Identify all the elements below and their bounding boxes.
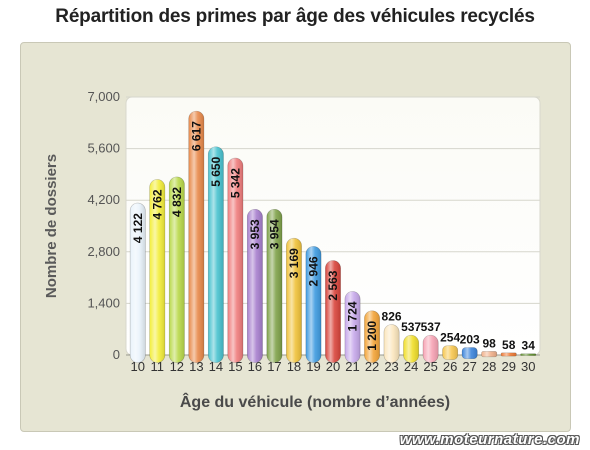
bar-27 [461, 347, 478, 360]
bar-shine [344, 291, 361, 363]
bar-26 [442, 345, 459, 360]
x-axis-label: Âge du véhicule (nombre d’années) [180, 392, 450, 411]
bar-shine [403, 335, 419, 363]
bar-shine [208, 146, 224, 363]
y-tick-label: 0 [113, 347, 120, 362]
bar-12 [168, 176, 185, 363]
value-label: 1 200 [365, 320, 379, 350]
x-tick-label: 16 [248, 359, 262, 374]
value-label: 203 [460, 333, 480, 347]
bar-21 [344, 291, 361, 363]
value-label: 2 946 [306, 256, 320, 286]
bar-10 [129, 202, 146, 363]
x-tick-label: 29 [501, 359, 515, 374]
x-tick-label: 13 [189, 359, 203, 374]
bar-13 [188, 110, 205, 363]
value-label: 5 650 [209, 156, 223, 186]
x-tick-label: 20 [326, 359, 340, 374]
y-axis-ticks: 0 1,400 2,800 4,200 5,600 7,000 [87, 89, 120, 362]
bar-30 [520, 353, 537, 356]
x-axis-ticks: 10 11 12 13 14 15 16 17 18 19 20 21 22 23 24 25 26 27 28 29… [131, 359, 536, 374]
value-label: 2 563 [326, 270, 340, 300]
bar-15 [227, 157, 244, 363]
bar-shine [501, 352, 517, 357]
value-label: 1 724 [346, 301, 360, 331]
y-axis-label: Nombre de dossiers [43, 154, 60, 298]
bar-shine [520, 353, 536, 356]
x-tick-label: 23 [384, 359, 398, 374]
x-tick-label: 26 [443, 359, 457, 374]
bar-shine [481, 351, 497, 357]
bar-shine [149, 179, 165, 363]
x-tick-label: 19 [306, 359, 320, 374]
value-label: 4 762 [150, 189, 164, 219]
x-tick-label: 22 [365, 359, 379, 374]
x-tick-label: 11 [151, 359, 165, 374]
bar-shine [305, 246, 322, 363]
value-label: 58 [502, 338, 516, 352]
bar-29 [500, 352, 517, 357]
bar-19 [305, 246, 322, 363]
y-tick-label: 1,400 [87, 295, 120, 310]
bar-16 [246, 209, 263, 363]
x-tick-label: 21 [345, 359, 359, 374]
value-label: 98 [483, 336, 497, 350]
bar-22 [364, 310, 380, 363]
bar-shine [247, 209, 263, 363]
y-tick-label: 5,600 [87, 141, 120, 156]
bar-shine [442, 345, 458, 360]
y-tick-label: 4,200 [87, 192, 120, 207]
bar-shine [423, 335, 439, 363]
x-tick-label: 15 [228, 359, 242, 374]
bar-shine [383, 324, 400, 363]
x-tick-label: 17 [267, 359, 281, 374]
x-tick-label: 14 [209, 359, 223, 374]
value-label: 4 832 [170, 187, 184, 217]
value-label: 4 122 [131, 213, 145, 243]
bars: 4 122 4 762 4 832 6 617 5 650 5 342 3 953 3 954… [129, 110, 537, 363]
value-label: 5 342 [228, 168, 242, 198]
y-tick-label: 2,800 [87, 244, 120, 259]
chart-title: Répartition des primes par âge des véhic… [55, 6, 535, 27]
bar-25 [422, 334, 439, 363]
value-label: 254 [440, 331, 460, 345]
x-tick-label: 28 [482, 359, 496, 374]
bar-14 [207, 146, 224, 363]
bar-shine [462, 347, 478, 359]
x-tick-label: 12 [170, 359, 184, 374]
x-tick-label: 10 [131, 359, 145, 374]
value-label: 3 169 [287, 248, 301, 278]
bar-23 [383, 324, 400, 363]
bar-28 [481, 351, 498, 358]
bar-20 [325, 260, 341, 363]
value-label: 537 [401, 320, 421, 334]
x-tick-label: 24 [404, 359, 418, 374]
bar-shine [188, 111, 204, 363]
x-tick-label: 30 [521, 359, 535, 374]
bar-24 [403, 334, 420, 363]
watermark: www.moteurnature.com [399, 431, 580, 448]
bar-shine [364, 310, 380, 363]
y-tick-label: 7,000 [87, 89, 120, 104]
bar-18 [286, 237, 302, 363]
value-label: 3 954 [267, 219, 281, 249]
x-tick-label: 18 [287, 359, 301, 374]
bar-shine [227, 158, 243, 363]
bar-shine [266, 209, 283, 363]
value-label: 826 [382, 310, 402, 324]
value-label: 6 617 [189, 121, 203, 151]
value-label: 34 [522, 339, 536, 353]
bar-shine [325, 260, 341, 363]
x-tick-label: 27 [462, 359, 476, 374]
bar-shine [286, 238, 302, 363]
bar-shine [169, 176, 185, 363]
x-tick-label: 25 [423, 359, 437, 374]
value-label: 3 953 [248, 219, 262, 249]
value-label: 537 [421, 320, 441, 334]
bar-17 [266, 208, 283, 363]
bar-11 [149, 179, 166, 363]
bar-shine [130, 203, 146, 363]
